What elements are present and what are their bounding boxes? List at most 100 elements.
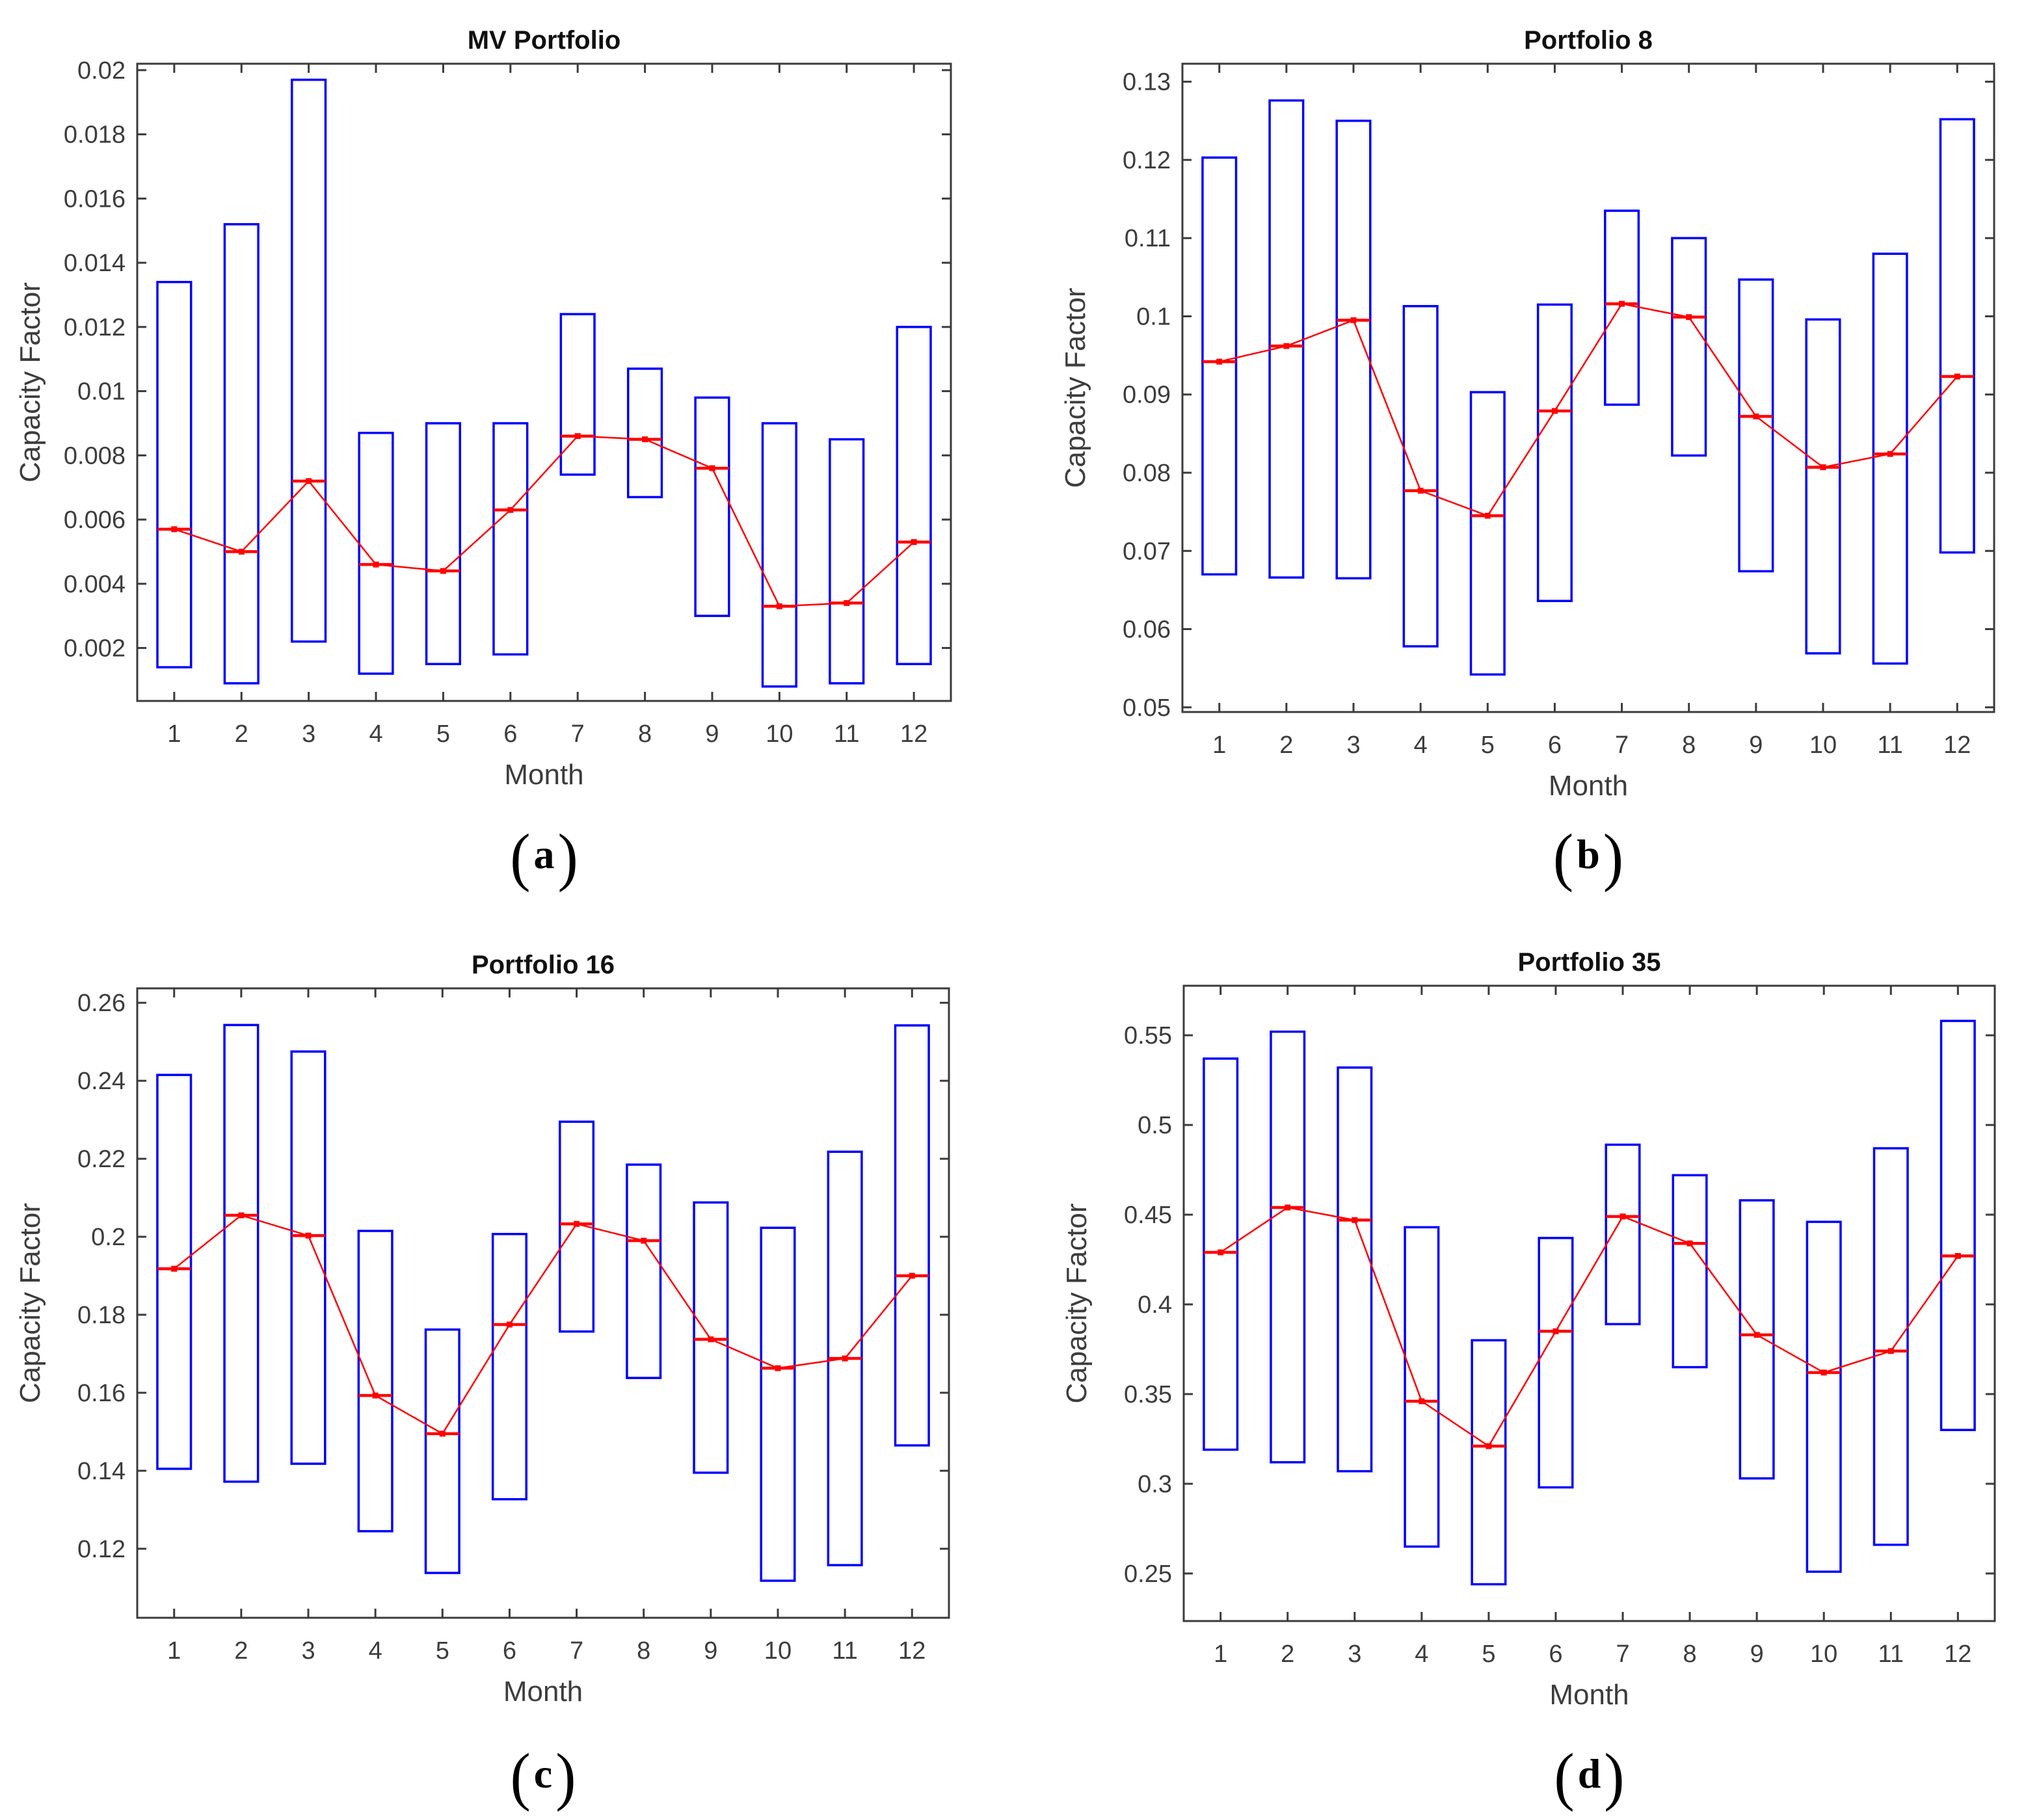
x-tick-label: 9 <box>1749 732 1763 759</box>
x-tick-label: 2 <box>235 720 248 748</box>
x-tick-label: 8 <box>1682 732 1696 759</box>
mean-marker-month-8 <box>641 1237 647 1244</box>
mean-marker-month-10 <box>1820 464 1826 471</box>
caption-open-paren: ( <box>510 1740 531 1813</box>
range-bar-month-2 <box>223 1023 260 1483</box>
x-tick-label: 10 <box>766 720 793 748</box>
x-tick-label: 12 <box>900 720 927 748</box>
mean-marker-month-11 <box>844 600 850 606</box>
range-bar-month-5 <box>1469 391 1506 676</box>
range-bar-month-9 <box>1739 1199 1775 1480</box>
mean-marker-month-12 <box>909 1273 915 1279</box>
caption-close-paren: ) <box>557 821 578 893</box>
y-tick-label: 0.014 <box>64 250 126 277</box>
mean-marker-month-4 <box>1419 1398 1425 1405</box>
subplot-a: 1 2 3 4 5 6 7 8 9 10 11 12 0.002 0.004 0.006 0.008 0.01 0… <box>0 0 1013 930</box>
range-bar-month-8 <box>626 367 663 499</box>
y-tick-label: 0.012 <box>64 314 126 341</box>
x-tick-label: 2 <box>234 1637 248 1665</box>
x-tick-label: 10 <box>1809 732 1837 759</box>
y-tick-label: 0.4 <box>1138 1291 1172 1319</box>
x-tick-label: 10 <box>764 1637 792 1665</box>
x-tick-label: 1 <box>167 720 181 748</box>
x-tick-label: 8 <box>1683 1641 1697 1668</box>
range-bar-month-3 <box>290 1050 327 1465</box>
range-bar-month-6 <box>1538 1237 1574 1489</box>
caption-open-paren: ( <box>510 821 531 893</box>
mean-marker-month-3 <box>306 478 312 484</box>
y-tick-label: 0.45 <box>1124 1202 1172 1229</box>
mean-marker-month-1 <box>171 1265 178 1272</box>
chart-d-canvas: 1 2 3 4 5 6 7 8 9 10 11 120.250.30.350.40.450.50.55… <box>1061 948 1996 1711</box>
mean-marker-month-2 <box>1283 343 1290 349</box>
y-tick-label: 0.55 <box>1124 1022 1172 1049</box>
x-tick-label: 1 <box>167 1637 181 1665</box>
range-bar-month-12 <box>896 326 932 665</box>
y-tick-label: 0.002 <box>64 635 126 663</box>
y-tick-label: 0.006 <box>64 507 126 534</box>
mean-marker-month-6 <box>506 1321 513 1328</box>
x-tick-label: 4 <box>1414 732 1428 759</box>
x-tick-label: 6 <box>503 720 517 748</box>
range-bar-month-2 <box>1268 99 1305 579</box>
range-bar-month-10 <box>761 422 797 688</box>
chart-title: Portfolio 35 <box>1517 948 1660 977</box>
subplot-c: 1 2 3 4 5 6 7 8 9 10 11 12 0.12 0.14 0.16 0.18 0.2 0.22 0.… <box>0 930 1013 1820</box>
mean-marker-month-11 <box>1887 451 1893 457</box>
x-tick-label: 12 <box>1944 1641 1971 1668</box>
subplot-a-caption: (a) <box>382 818 707 896</box>
caption-letter: d <box>1577 1750 1601 1797</box>
x-tick-label: 2 <box>1279 732 1293 759</box>
mean-marker-month-7 <box>574 433 581 440</box>
mean-marker-month-2 <box>238 1212 245 1219</box>
range-bars <box>1201 99 1975 676</box>
subplot-b: 1 2 3 4 5 6 7 8 9 10 11 12 0.05 0.06 0.07 0.08 0.09 0.1 0.… <box>1013 0 2026 930</box>
x-axis-label: Month <box>1549 770 1628 802</box>
caption-close-paren: ) <box>1603 821 1624 893</box>
mean-marker-month-7 <box>1619 1213 1626 1220</box>
range-bar-month-4 <box>1402 305 1439 648</box>
caption-open-paren: ( <box>1554 1740 1575 1813</box>
x-tick-label: 5 <box>1482 1641 1495 1668</box>
x-tick-label: 4 <box>369 720 382 748</box>
x-tick-label: 11 <box>834 720 859 748</box>
range-bar-month-1 <box>156 280 193 668</box>
y-tick-label: 0.14 <box>77 1458 126 1485</box>
range-bar-month-4 <box>358 432 394 675</box>
range-bar-month-9 <box>694 396 730 617</box>
mean-marker-month-5 <box>1486 1443 1492 1449</box>
mean-marker-month-8 <box>1686 1240 1693 1246</box>
x-tick-label: 3 <box>1346 732 1360 759</box>
axes: 1 2 3 4 5 6 7 8 9 10 11 120.0020.0040.0060.0080.010… <box>64 57 952 748</box>
mean-marker-month-3 <box>1352 1217 1358 1223</box>
x-axis-label: Month <box>1549 1679 1629 1711</box>
x-tick-label: 7 <box>571 720 585 748</box>
y-tick-label: 0.18 <box>77 1302 126 1329</box>
x-tick-label: 9 <box>704 1637 717 1665</box>
x-tick-label: 6 <box>1548 732 1562 759</box>
y-tick-label: 0.016 <box>64 185 126 213</box>
mean-marker-month-12 <box>1954 1253 1961 1259</box>
caption-close-paren: ) <box>1604 1740 1625 1813</box>
x-axis-label: Month <box>504 759 583 791</box>
mean-marker-month-3 <box>1350 317 1357 323</box>
x-tick-label: 4 <box>369 1637 382 1665</box>
range-bar-month-3 <box>1337 1066 1373 1473</box>
y-tick-label: 0.16 <box>77 1380 126 1407</box>
range-bars <box>156 1023 930 1582</box>
y-tick-label: 0.02 <box>77 57 126 85</box>
range-bar-month-3 <box>1335 120 1372 580</box>
range-bar-month-9 <box>1738 278 1774 573</box>
x-tick-label: 5 <box>436 1637 449 1665</box>
mean-marker-month-6 <box>1551 408 1558 414</box>
axes-box <box>136 987 950 1619</box>
caption-letter: a <box>533 831 555 877</box>
mean-line-series <box>157 433 931 609</box>
x-tick-label: 7 <box>1615 732 1629 759</box>
mean-marker-month-11 <box>842 1355 848 1362</box>
x-tick-label: 9 <box>1750 1641 1764 1668</box>
y-tick-label: 0.018 <box>64 122 126 149</box>
mean-marker-month-1 <box>171 526 178 533</box>
mean-connector-line <box>1220 1206 1959 1447</box>
range-bar-month-7 <box>1604 209 1640 406</box>
